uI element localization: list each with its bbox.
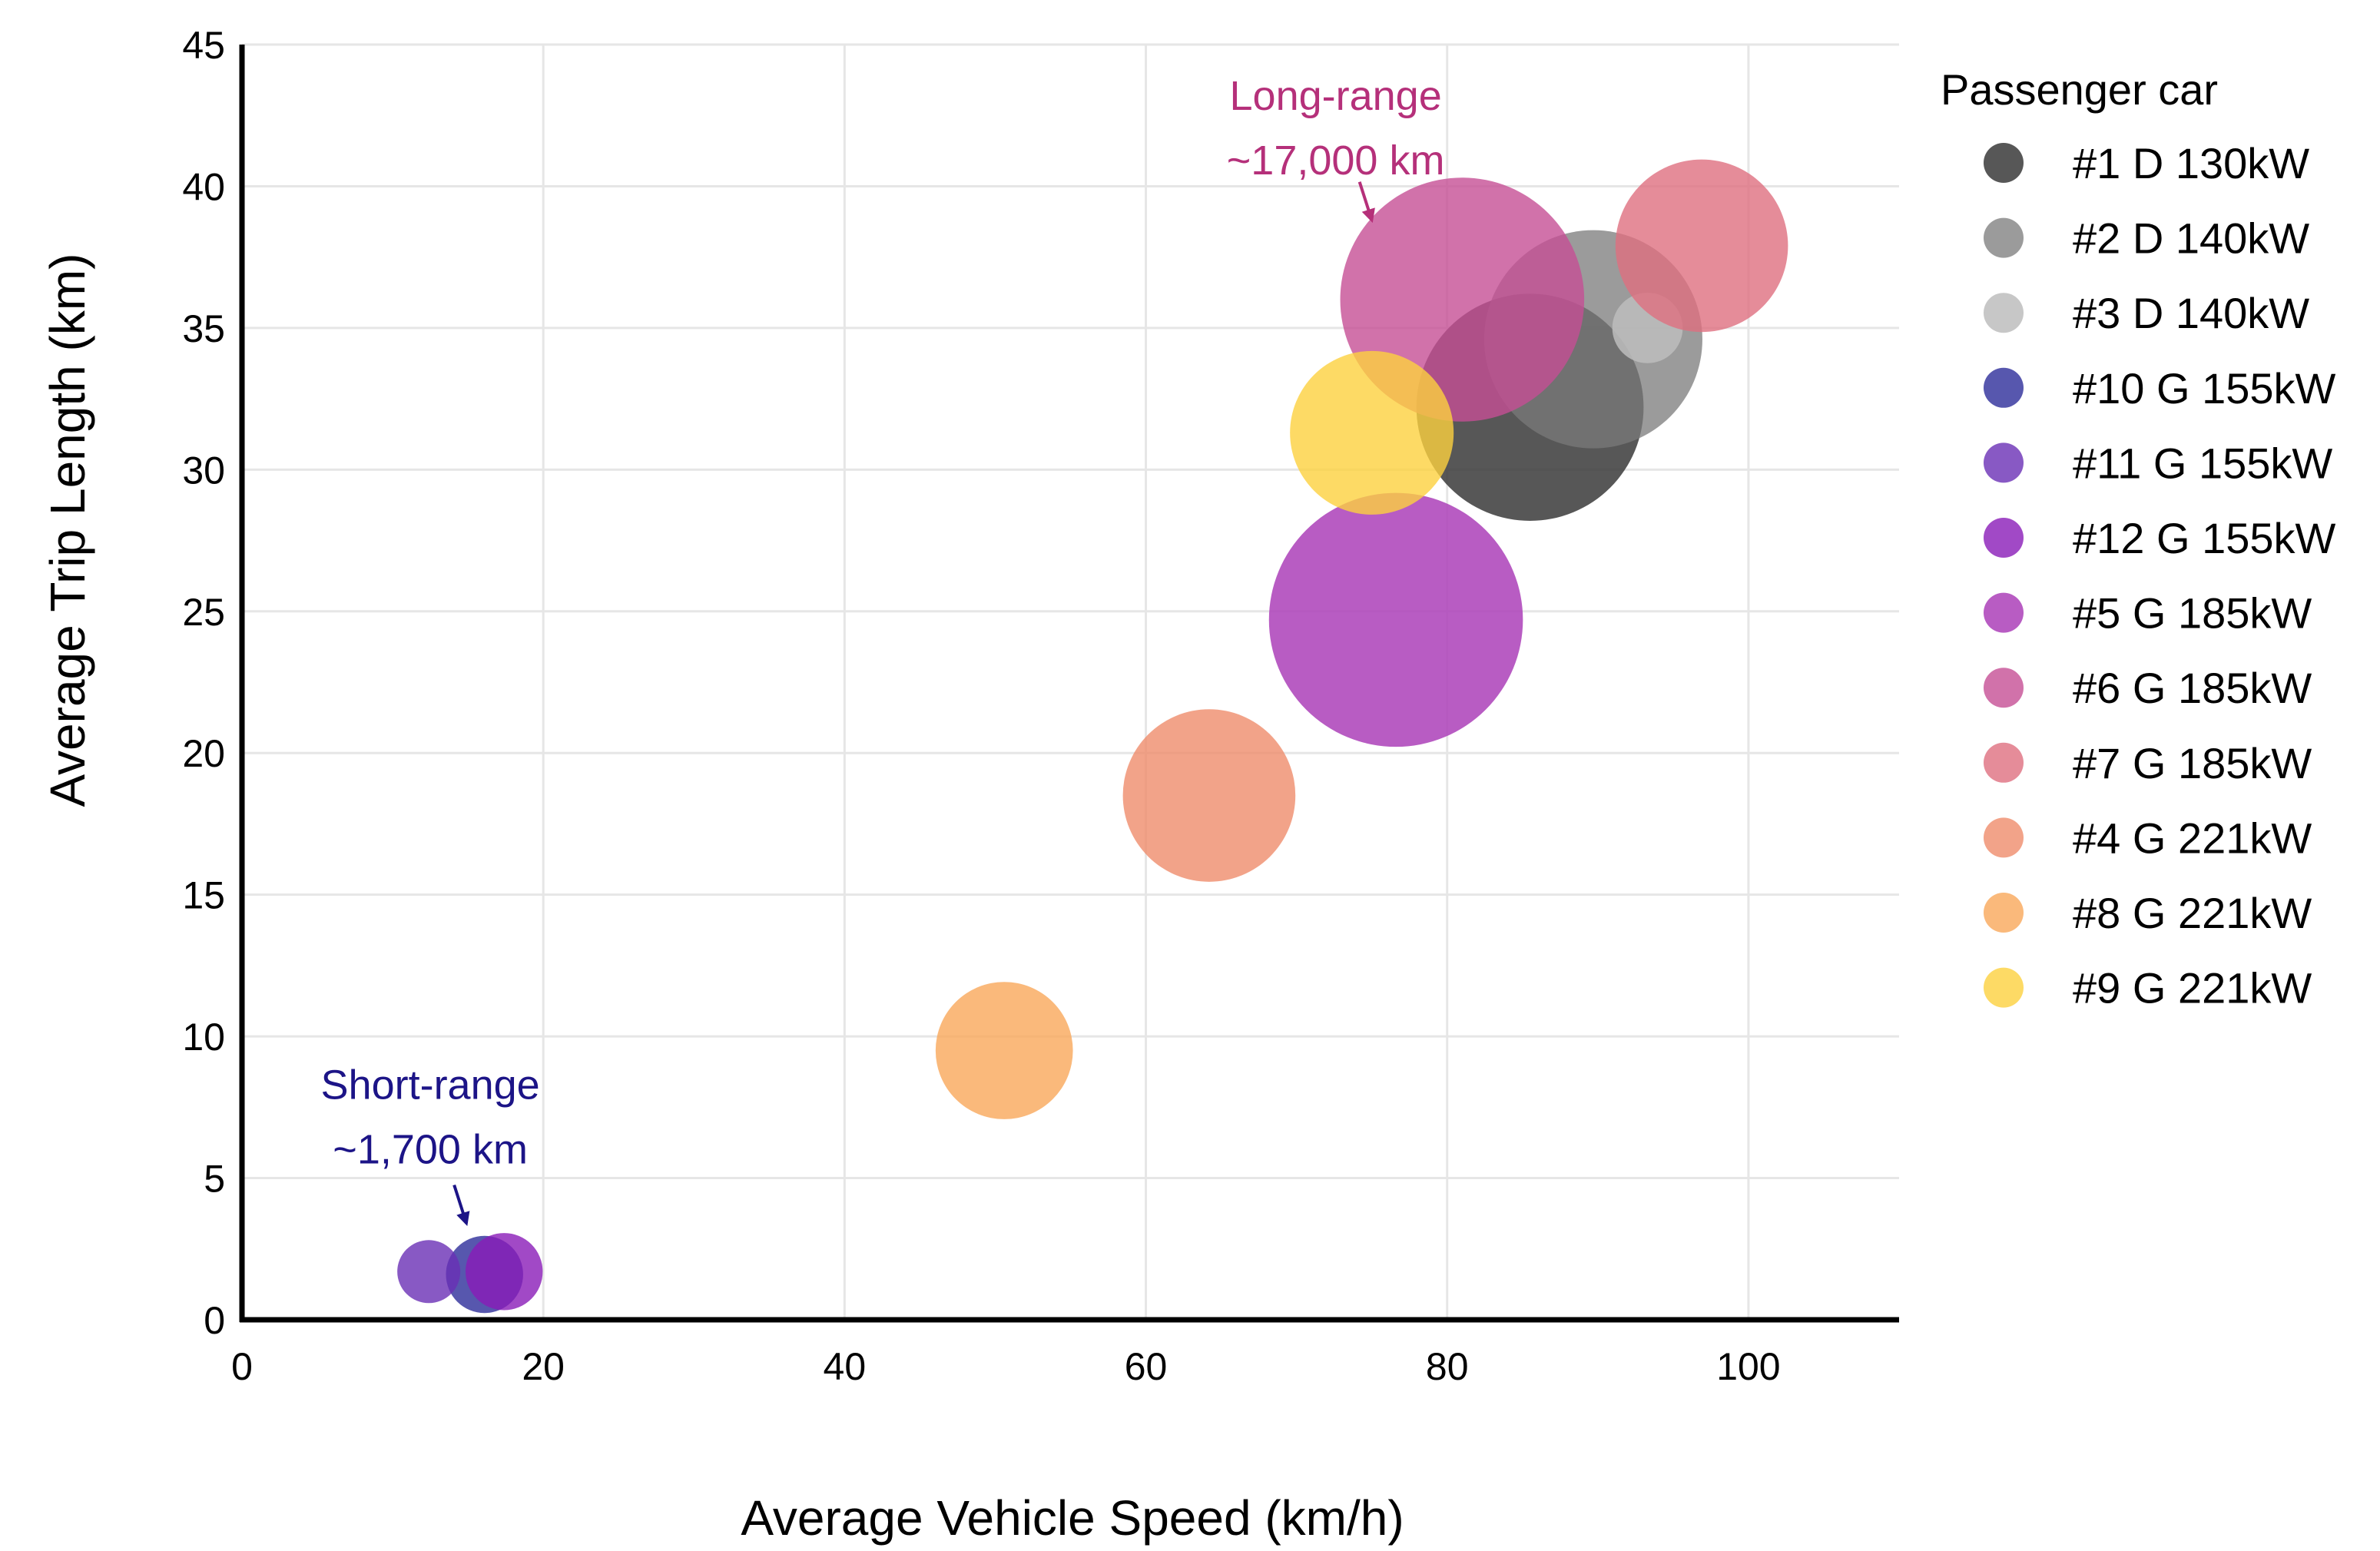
bubble-7-g-185kw xyxy=(1615,159,1788,333)
legend-swatch xyxy=(1984,742,2024,783)
legend-item: #8 G 221kW xyxy=(1984,889,2312,937)
legend-swatch xyxy=(1984,143,2024,183)
legend-item: #6 G 185kW xyxy=(1984,664,2312,712)
legend-swatch xyxy=(1984,293,2024,333)
legend-label: #2 D 140kW xyxy=(2073,214,2309,263)
y-tick-label: 0 xyxy=(204,1299,225,1342)
y-tick-label: 35 xyxy=(182,307,225,350)
legend-item: #5 G 185kW xyxy=(1984,589,2312,638)
bubble-11-g-155kw xyxy=(397,1240,461,1304)
legend-swatch xyxy=(1984,367,2024,408)
x-tick-label: 80 xyxy=(1426,1345,1469,1388)
legend-label: #8 G 221kW xyxy=(2073,889,2312,937)
legend-label: #5 G 185kW xyxy=(2073,589,2312,638)
annotation-text: ~17,000 km xyxy=(1227,138,1445,184)
bubble-8-g-221kw xyxy=(935,982,1073,1119)
annotations: Long-range ~17,000 km Short-range ~1,700 km xyxy=(321,73,1445,1227)
legend-swatch xyxy=(1984,518,2024,558)
legend-item: #1 D 130kW xyxy=(1984,139,2309,187)
legend-label: #10 G 155kW xyxy=(2073,364,2336,413)
x-tick-label: 60 xyxy=(1125,1345,1168,1388)
bubble-12-g-155kw xyxy=(465,1233,543,1311)
axes xyxy=(239,45,1899,1323)
y-tick-label: 5 xyxy=(204,1158,225,1201)
legend-label: #1 D 130kW xyxy=(2073,139,2309,187)
legend-label: #3 D 140kW xyxy=(2073,289,2309,337)
bubbles xyxy=(397,159,1788,1314)
annotation-text: Short-range xyxy=(321,1062,540,1108)
legend-item: #12 G 155kW xyxy=(1984,514,2336,562)
x-tick-label: 40 xyxy=(824,1345,867,1388)
x-tick-label: 100 xyxy=(1716,1345,1780,1388)
gridlines xyxy=(242,43,1899,1320)
x-tick-label: 20 xyxy=(522,1345,565,1388)
legend-label: #6 G 185kW xyxy=(2073,664,2312,712)
legend-title: Passenger car xyxy=(1941,65,2218,114)
legend-label: #9 G 221kW xyxy=(2073,964,2312,1012)
legend-items: #1 D 130kW #2 D 140kW #3 D 140kW #10 G 155k… xyxy=(1984,139,2336,1012)
legend-item: #11 G 155kW xyxy=(1984,439,2332,487)
legend-swatch xyxy=(1984,442,2024,483)
legend-item: #7 G 185kW xyxy=(1984,739,2312,787)
legend-swatch xyxy=(1984,592,2024,633)
x-tick-label: 0 xyxy=(231,1345,253,1388)
y-tick-label: 40 xyxy=(182,165,225,208)
legend-item: #10 G 155kW xyxy=(1984,364,2336,413)
legend-item: #9 G 221kW xyxy=(1984,964,2312,1012)
legend-swatch xyxy=(1984,668,2024,708)
legend-item: #2 D 140kW xyxy=(1984,214,2309,263)
bubble-5-g-185kw xyxy=(1268,492,1523,747)
y-tick-label: 10 xyxy=(182,1016,225,1059)
legend-swatch xyxy=(1984,893,2024,933)
annotation-arrow xyxy=(1357,181,1375,224)
legend-item: #3 D 140kW xyxy=(1984,289,2309,337)
y-axis-title: Average Trip Length (km) xyxy=(40,254,95,807)
legend-label: #4 G 221kW xyxy=(2073,814,2312,862)
y-tick-label: 45 xyxy=(182,24,225,67)
annotation-text: ~1,700 km xyxy=(333,1126,528,1172)
annotation-text: Long-range xyxy=(1230,73,1442,119)
legend-swatch xyxy=(1984,817,2024,858)
legend-label: #11 G 155kW xyxy=(2073,439,2332,487)
legend-swatch xyxy=(1984,967,2024,1008)
annotation-arrow xyxy=(452,1184,470,1227)
tick-labels: 0 20 40 60 80 100 0 5 10 15 20 25 30 35 40 45 xyxy=(182,24,1780,1388)
y-tick-label: 25 xyxy=(182,591,225,634)
legend-item: #4 G 221kW xyxy=(1984,814,2312,862)
legend: Passenger car #1 D 130kW #2 D 140kW #3 D 1… xyxy=(1941,65,2336,1012)
y-tick-label: 15 xyxy=(182,874,225,917)
legend-swatch xyxy=(1984,217,2024,258)
y-tick-label: 30 xyxy=(182,449,225,492)
y-tick-label: 20 xyxy=(182,732,225,775)
legend-label: #7 G 185kW xyxy=(2073,739,2312,787)
legend-label: #12 G 155kW xyxy=(2073,514,2336,562)
x-axis-title: Average Vehicle Speed (km/h) xyxy=(741,1490,1404,1546)
bubble-9-g-221kw xyxy=(1290,350,1454,515)
bubble-4-g-221kw xyxy=(1122,709,1296,882)
